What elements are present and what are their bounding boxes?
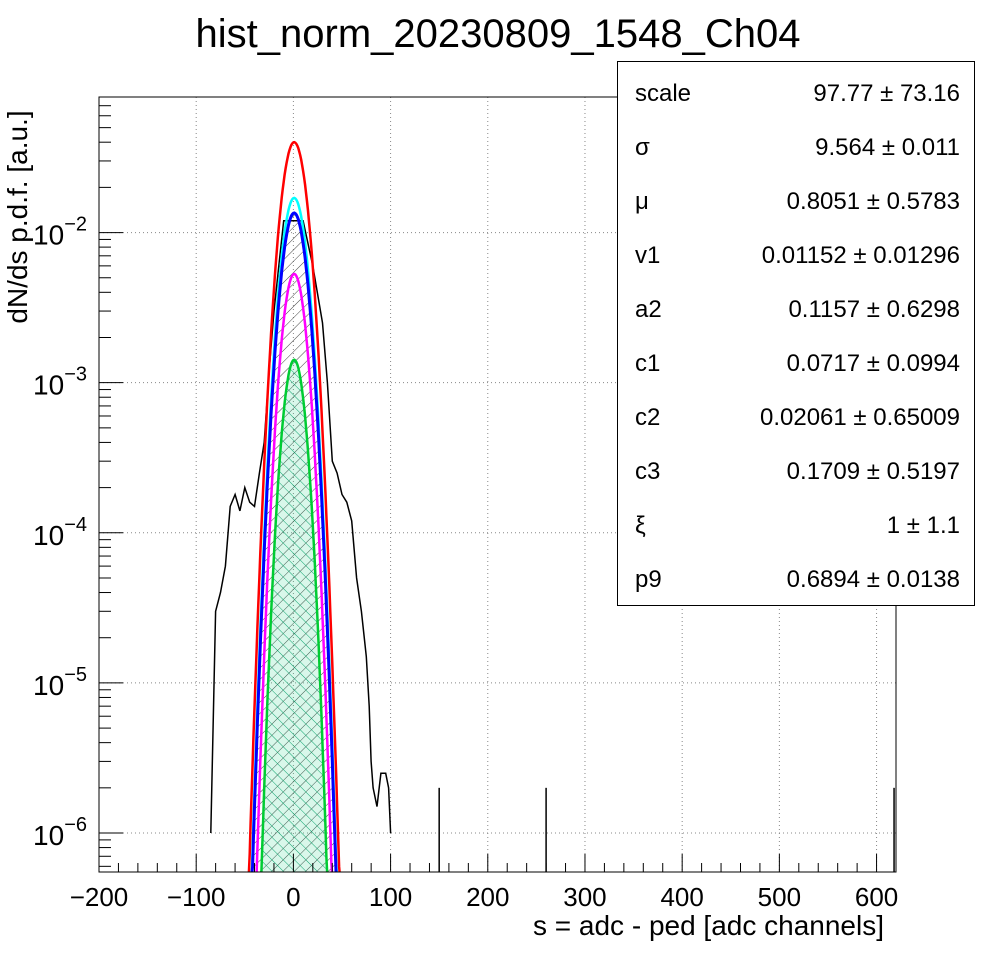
stat-row: v1 0.01152 ± 0.01296 <box>618 228 976 282</box>
stat-row: c1 0.0717 ± 0.0994 <box>618 336 976 390</box>
stat-name: c1 <box>635 350 661 377</box>
stat-name: v1 <box>635 242 661 269</box>
fit-fill-green <box>260 359 328 872</box>
fit-fills <box>251 213 338 872</box>
y-tick-exponent: −4 <box>64 514 87 536</box>
y-tick-label: 10−5 <box>33 664 87 701</box>
x-tick-label: 0 <box>286 882 300 912</box>
y-tick-label: 10−6 <box>33 814 87 851</box>
stat-value: 97.77 ± 73.16 <box>813 80 960 107</box>
y-tick-exponent: −3 <box>64 364 87 386</box>
x-tick-label: −100 <box>167 882 226 912</box>
stat-name: c2 <box>635 404 661 431</box>
x-tick-label: 600 <box>855 882 898 912</box>
fit-curve <box>260 358 329 872</box>
x-tick-label: 100 <box>369 882 412 912</box>
stat-name: p9 <box>635 566 662 593</box>
stat-value: 0.01152 ± 0.01296 <box>761 242 960 269</box>
stat-row: μ 0.8051 ± 0.5783 <box>618 174 976 228</box>
x-tick-label: 500 <box>758 882 801 912</box>
y-tick-exponent: −6 <box>64 814 87 836</box>
fit-curve <box>250 211 338 872</box>
chart-title: hist_norm_20230809_1548_Ch04 <box>195 12 801 56</box>
histogram-line <box>210 219 392 834</box>
y-tick-label: 10−2 <box>33 214 87 251</box>
stat-name: a2 <box>635 296 662 323</box>
stat-name: ξ <box>635 512 646 539</box>
y-tick-exponent: −5 <box>64 664 87 686</box>
stat-row: ξ 1 ± 1.1 <box>618 498 976 552</box>
x-axis-label: s = adc - ped [adc channels] <box>533 910 884 941</box>
stat-value: 9.564 ± 0.011 <box>815 134 960 161</box>
fit-fill-green-hatched <box>260 359 328 872</box>
x-tick-label: −200 <box>70 882 129 912</box>
y-axis-label: dN/ds p.d.f. [a.u.] <box>2 110 33 324</box>
stat-name: c3 <box>635 458 661 485</box>
stat-name: scale <box>635 80 692 107</box>
stat-name: σ <box>635 134 650 161</box>
stat-value: 0.6894 ± 0.0138 <box>786 566 960 593</box>
stat-value: 0.8051 ± 0.5783 <box>786 188 960 215</box>
stat-value: 0.0717 ± 0.0994 <box>786 350 960 377</box>
x-tick-label: 200 <box>466 882 509 912</box>
y-tick-label: 10−3 <box>33 364 87 401</box>
fit-curve <box>247 140 341 872</box>
x-tick-label: 400 <box>660 882 703 912</box>
stat-row: c3 0.1709 ± 0.5197 <box>618 444 976 498</box>
y-tick-label: 10−4 <box>33 514 87 551</box>
stat-row: p9 0.6894 ± 0.0138 <box>618 552 976 606</box>
fit-curve <box>255 272 334 872</box>
fit-stats-box: scale 97.77 ± 73.16 σ 9.564 ± 0.011 μ 0.8051 … <box>617 61 975 606</box>
stat-row: σ 9.564 ± 0.011 <box>618 120 976 174</box>
series-lines <box>210 140 895 872</box>
x-tick-label: 300 <box>563 882 606 912</box>
stat-row: a2 0.1157 ± 0.6298 <box>618 282 976 336</box>
stat-value: 0.1709 ± 0.5197 <box>786 458 960 485</box>
y-tick-exponent: −2 <box>64 214 87 236</box>
stat-row: scale 97.77 ± 73.16 <box>618 66 976 120</box>
stat-value: 0.02061 ± 0.65009 <box>759 404 960 431</box>
stat-row: c2 0.02061 ± 0.65009 <box>618 390 976 444</box>
stat-value: 1 ± 1.1 <box>886 512 960 539</box>
axes: −200 −100 0 100 200 300 400 500 600 10−2 10−3 10−4 1… <box>33 96 898 912</box>
stat-name: μ <box>635 188 649 215</box>
stat-value: 0.1157 ± 0.6298 <box>788 296 960 323</box>
